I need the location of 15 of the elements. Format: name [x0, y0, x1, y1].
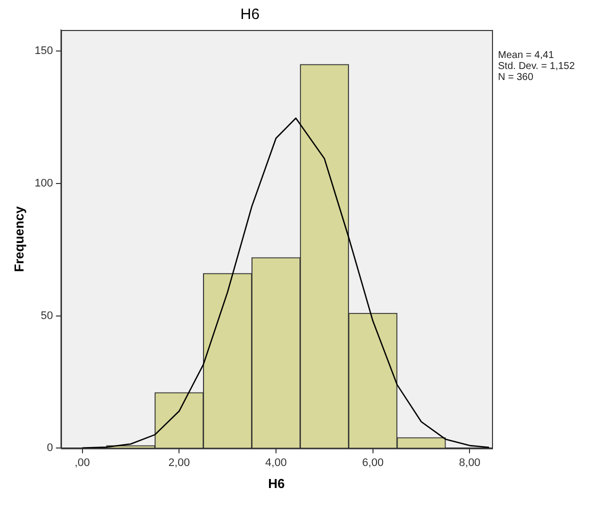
y-tick-label: 0 [46, 442, 53, 454]
text: Std. Dev. = 1,152 [498, 60, 576, 72]
x-tick-label: ,00 [74, 456, 90, 469]
x-axis-title: H6 [268, 476, 285, 491]
text: N = 360 [498, 72, 534, 83]
text: Mean = 4,41 [498, 50, 554, 61]
x-tick-label: 2,00 [168, 456, 190, 469]
y-axis-title: Frequency [11, 205, 26, 272]
y-tick-label: 50 [40, 310, 53, 322]
x-tick-label: 4,00 [265, 456, 287, 469]
x-tick-label: 8,00 [459, 456, 480, 469]
y-tick-label: 150 [34, 45, 53, 58]
chart-title: H6 [240, 6, 260, 24]
x-tick-label: 6,00 [362, 456, 384, 469]
y-tick-label: 100 [34, 178, 53, 190]
